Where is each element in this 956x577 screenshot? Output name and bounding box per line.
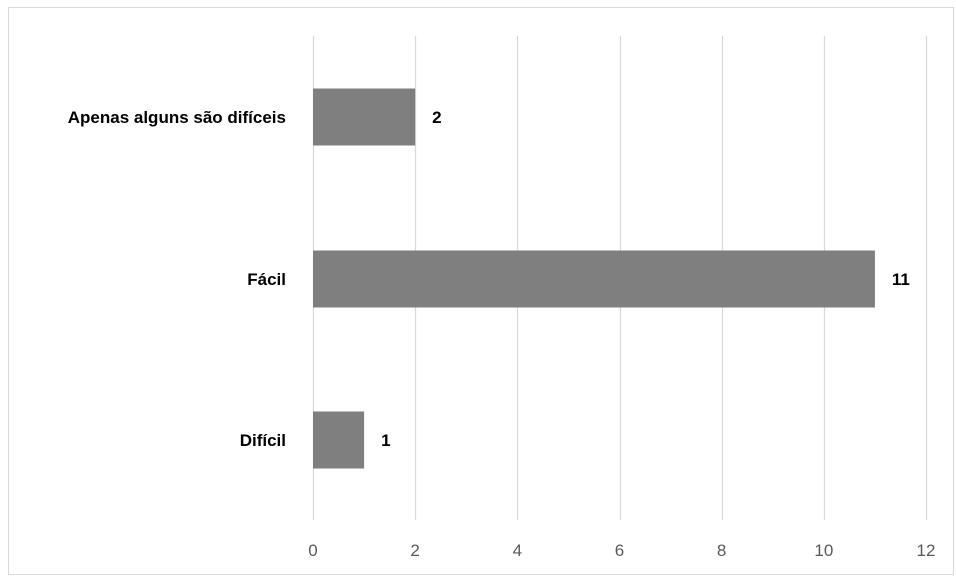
bar xyxy=(313,88,416,146)
x-tick-label: 8 xyxy=(717,541,726,560)
category-labels: Apenas alguns são difíceis Fácil Difícil xyxy=(68,108,286,450)
bars xyxy=(313,88,875,469)
x-axis-tick-labels: 0 2 4 6 8 10 12 xyxy=(308,541,935,560)
data-label: 2 xyxy=(432,108,441,127)
bar xyxy=(313,250,875,308)
data-label: 1 xyxy=(381,431,390,450)
x-tick-label: 2 xyxy=(410,541,419,560)
data-label: 11 xyxy=(892,270,910,289)
x-tick-label: 12 xyxy=(917,541,936,560)
bar xyxy=(313,411,365,469)
x-tick-label: 6 xyxy=(615,541,624,560)
category-label: Difícil xyxy=(240,431,286,450)
x-tick-label: 4 xyxy=(513,541,522,560)
x-tick-label: 10 xyxy=(814,541,833,560)
x-tick-label: 0 xyxy=(308,541,317,560)
category-label: Fácil xyxy=(247,270,286,289)
category-label: Apenas alguns são difíceis xyxy=(68,108,286,127)
